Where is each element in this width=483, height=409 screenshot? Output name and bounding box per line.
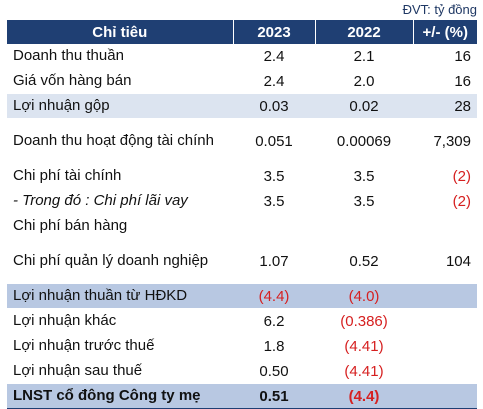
row-label: LNST cổ đông Công ty mẹ [7,383,233,409]
cell-change [413,283,477,309]
row-label: - Trong đó : Chi phí lãi vay [7,188,233,214]
row-label: Doanh thu thuần [7,44,233,69]
header-2022: 2022 [315,20,414,44]
cell-2022: 2.0 [315,68,413,94]
cell-2022: 0.52 [315,238,413,284]
row-label: Lợi nhuận sau thuế [7,358,233,384]
table-row: Chi phí quản lý doanh nghiệp 1.07 0.52 1… [7,238,477,284]
cell-2023: 2.4 [233,44,315,69]
cell-2023: 0.051 [233,118,315,164]
cell-change [413,358,477,384]
unit-label: ĐVT: tỷ đồng [402,2,477,17]
cell-change [413,213,477,239]
table-row: Chi phí bán hàng [7,213,477,239]
row-label: Doanh thu hoạt động tài chính [7,118,233,164]
cell-2023: 3.5 [233,163,315,189]
header-2023: 2023 [233,20,316,44]
table-row-total: LNST cổ đông Công ty mẹ 0.51 (4.4) [7,383,477,409]
row-label: Lợi nhuận trước thuế [7,333,233,359]
cell-change: 16 [413,44,477,69]
table-row: Lợi nhuận khác 6.2 (0.386) [7,308,477,334]
cell-2022: (4.41) [315,333,413,359]
cell-change: (2) [413,188,477,214]
cell-change: 104 [413,238,477,284]
cell-2023: 0.50 [233,358,315,384]
row-label: Lợi nhuận khác [7,308,233,334]
cell-change [413,383,477,409]
header-change: +/- (%) [422,23,468,41]
cell-change: 16 [413,68,477,94]
cell-2023: 2.4 [233,68,315,94]
header-label: Chỉ tiêu [7,20,234,44]
cell-2022: 3.5 [315,188,413,214]
table-row: Doanh thu hoạt động tài chính 0.051 0.00… [7,118,477,164]
cell-2023: 6.2 [233,308,315,334]
cell-2023 [233,213,315,239]
row-label: Chi phí bán hàng [7,213,233,239]
row-label: Giá vốn hàng bán [7,68,233,94]
cell-change [413,308,477,334]
table-row: Chi phí tài chính 3.5 3.5 (2) [7,163,477,189]
cell-2022: 0.00069 [315,118,413,164]
cell-2022: (4.41) [315,358,413,384]
table-header-row: Chỉ tiêu 2023 2022 +/- (%) [7,20,477,44]
table-row: Lợi nhuận trước thuế 1.8 (4.41) [7,333,477,359]
table-row: - Trong đó : Chi phí lãi vay 3.5 3.5 (2) [7,188,477,214]
cell-2022 [315,213,413,239]
cell-2023: 3.5 [233,188,315,214]
cell-2023: (4.4) [233,283,315,309]
cell-2022: (4.0) [315,283,413,309]
table-row: Lợi nhuận thuần từ HĐKD (4.4) (4.0) [7,283,477,309]
table-row: Lợi nhuận gộp 0.03 0.02 28 [7,93,477,119]
cell-change [413,333,477,359]
row-label: Chi phí quản lý doanh nghiệp [7,238,233,284]
cell-2022: (0.386) [315,308,413,334]
cell-2022: 3.5 [315,163,413,189]
cell-2023: 0.51 [233,383,315,409]
cell-2023: 1.8 [233,333,315,359]
table-row: Lợi nhuận sau thuế 0.50 (4.41) [7,358,477,384]
cell-change: 28 [413,93,477,119]
table-row: Doanh thu thuần 2.4 2.1 16 [7,44,477,69]
cell-2022: 2.1 [315,44,413,69]
cell-2022: (4.4) [315,383,413,409]
row-label: Chi phí tài chính [7,163,233,189]
cell-2023: 0.03 [233,93,315,119]
row-label: Lợi nhuận thuần từ HĐKD [7,283,233,309]
cell-2023: 1.07 [233,238,315,284]
table-row: Giá vốn hàng bán 2.4 2.0 16 [7,68,477,94]
financial-table: Chỉ tiêu 2023 2022 +/- (%) Doanh thu thu… [7,20,477,409]
cell-2022: 0.02 [315,93,413,119]
row-label: Lợi nhuận gộp [7,93,233,119]
cell-change: 7,309 [413,118,477,164]
cell-change: (2) [413,163,477,189]
